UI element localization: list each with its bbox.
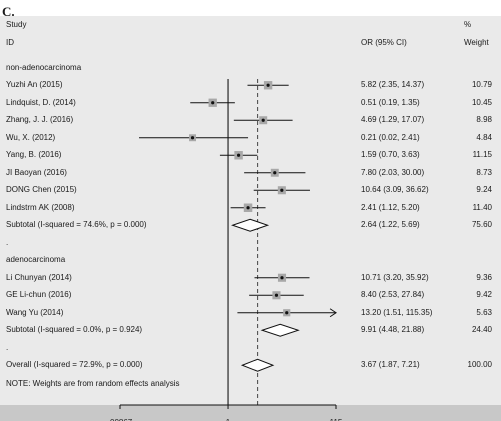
- weight-text: 8.73: [476, 167, 492, 177]
- x-tick-label: 1: [198, 418, 258, 421]
- weight-text: 9.42: [476, 290, 492, 300]
- row-label-dot: .: [6, 237, 9, 247]
- point-estimate: [211, 101, 215, 105]
- header-percent: %: [464, 20, 472, 29]
- point-estimate: [280, 276, 284, 280]
- row-label-subtotal: Overall (I-squared = 72.9%, p = 0.000): [6, 360, 143, 370]
- row-label-study: JI Baoyan (2016): [6, 167, 67, 177]
- weight-text: 5.63: [476, 307, 492, 317]
- weight-text: 9.36: [476, 272, 492, 282]
- row-label-study: Lindstrm AK (2008): [6, 202, 75, 212]
- or-ci-text: 9.91 (4.48, 21.88): [361, 325, 425, 335]
- weight-text: 75.60: [471, 220, 492, 230]
- or-ci-text: 4.69 (1.29, 17.07): [361, 115, 425, 125]
- forest-plot-panel: Study ID OR (95% CI) % Weight non-adenoc…: [0, 16, 501, 421]
- row-label-study: GE Li-chun (2016): [6, 290, 72, 300]
- row-label-subtotal: Subtotal (I-squared = 0.0%, p = 0.924): [6, 325, 143, 335]
- or-ci-text: 10.71 (3.20, 35.92): [361, 272, 429, 282]
- row-label-study: Li Chunyan (2014): [6, 272, 72, 282]
- forest-plot-svg: [119, 79, 337, 409]
- row-label-study: Yuzhi An (2015): [6, 80, 63, 90]
- point-estimate: [261, 118, 265, 122]
- x-tick-label: 115: [306, 418, 366, 421]
- point-estimate: [285, 311, 289, 315]
- weight-text: 10.45: [471, 97, 492, 107]
- or-ci-text: 7.80 (2.03, 30.00): [361, 167, 425, 177]
- pooled-diamond: [240, 358, 275, 372]
- row-label-group: non-adenocarcinoma: [6, 62, 82, 72]
- point-estimate: [266, 83, 270, 87]
- ci-arrow: [329, 308, 337, 318]
- row-label-group: adenocarcinoma: [6, 255, 66, 265]
- or-ci-text: 1.59 (0.70, 3.63): [361, 150, 420, 160]
- header-study: Study: [6, 20, 27, 29]
- or-ci-text: 0.21 (0.02, 2.41): [361, 132, 420, 142]
- row-label-study: Wu, X. (2012): [6, 132, 56, 142]
- row-label-dot: .: [6, 342, 9, 352]
- or-ci-text: 5.82 (2.35, 14.37): [361, 80, 425, 90]
- weight-text: 4.84: [476, 132, 492, 142]
- row-label-subtotal: Subtotal (I-squared = 74.6%, p = 0.000): [6, 220, 147, 230]
- weight-text: 9.24: [476, 185, 492, 195]
- weight-text: 8.98: [476, 115, 492, 125]
- x-tick-label: .00867: [90, 418, 150, 421]
- weight-text: 11.40: [472, 202, 492, 212]
- point-estimate: [246, 206, 250, 210]
- row-label-study: Wang Yu (2014): [6, 307, 64, 317]
- or-ci-text: 2.64 (1.22, 5.69): [361, 220, 420, 230]
- header-id: ID: [6, 38, 14, 47]
- row-label-study: Lindquist, D. (2014): [6, 97, 76, 107]
- or-ci-text: 0.51 (0.19, 1.35): [361, 97, 420, 107]
- row-label-study: Zhang, J. J. (2016): [6, 115, 74, 125]
- or-ci-text: 13.20 (1.51, 115.35): [361, 307, 433, 317]
- point-estimate: [280, 188, 284, 192]
- or-ci-text: 8.40 (2.53, 27.84): [361, 290, 425, 300]
- weight-text: 100.00: [467, 360, 492, 370]
- point-estimate: [190, 136, 195, 140]
- weight-text: 24.40: [471, 325, 492, 335]
- pooled-diamond: [231, 218, 270, 232]
- point-estimate: [273, 171, 277, 175]
- weight-text: 11.15: [472, 150, 492, 160]
- point-estimate: [274, 293, 279, 297]
- header-weight: Weight: [464, 38, 489, 47]
- footnote: NOTE: Weights are from random effects an…: [6, 379, 180, 388]
- panel-label: C.: [2, 4, 15, 19]
- or-ci-text: 3.67 (1.87, 7.21): [361, 360, 420, 370]
- row-label-study: Yang, B. (2016): [6, 150, 62, 160]
- or-ci-text: 10.64 (3.09, 36.62): [361, 185, 429, 195]
- point-estimate: [236, 153, 241, 157]
- or-ci-text: 2.41 (1.12, 5.20): [361, 202, 420, 212]
- weight-text: 10.79: [471, 80, 492, 90]
- header-or-ci: OR (95% CI): [361, 38, 407, 47]
- pooled-diamond: [260, 323, 300, 337]
- x-axis-bar: [0, 405, 501, 421]
- row-label-study: DONG Chen (2015): [6, 185, 77, 195]
